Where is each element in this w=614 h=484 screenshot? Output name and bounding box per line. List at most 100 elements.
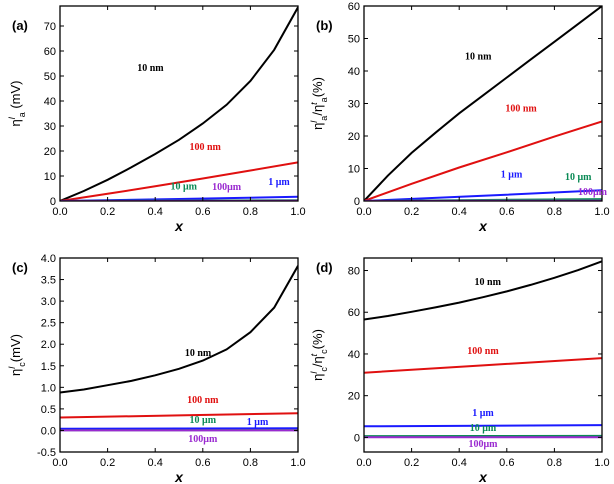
y-tick-label: 40 bbox=[44, 96, 56, 108]
series-annotation: 100 nm bbox=[467, 346, 499, 357]
x-tick-label: 0.0 bbox=[52, 206, 67, 218]
y-tick-label: 0.5 bbox=[41, 404, 56, 416]
y-tick-label: 2.0 bbox=[41, 339, 56, 351]
panel-d: 0.0 0.2 0.4 0.6 0.8 1.0 0 20 40 60 80 10 nm 100 nm 1 … bbox=[309, 257, 610, 484]
y-tick-label: 60 bbox=[44, 46, 56, 58]
series-annotation: 100μm bbox=[212, 182, 242, 193]
x-axis-label: x bbox=[174, 218, 184, 234]
y-tick-label: 3.0 bbox=[41, 296, 56, 308]
y-tick-label: 3.5 bbox=[41, 275, 56, 287]
y-tick-label: 10 bbox=[44, 171, 56, 183]
y-tick-label: -0.5 bbox=[37, 447, 56, 459]
plot-frame bbox=[59, 257, 299, 453]
x-tick-label: 0.2 bbox=[100, 457, 115, 469]
x-tick-label: 0.4 bbox=[452, 457, 467, 469]
y-axis-label: ηlc/ηtc(%) bbox=[309, 329, 329, 381]
y-tick-label: 20 bbox=[348, 131, 360, 143]
x-tick-label: 0.8 bbox=[547, 457, 562, 469]
series-annotation: 100μm bbox=[469, 439, 499, 450]
y-tick-label: 0 bbox=[50, 196, 56, 208]
panel-label: (b) bbox=[316, 18, 333, 33]
series-line-10nm bbox=[60, 6, 298, 201]
y-tick-label: 70 bbox=[44, 21, 56, 33]
x-tick-label: 0.6 bbox=[499, 457, 514, 469]
x-axis-label: x bbox=[174, 469, 184, 484]
series-annotation: 100 nm bbox=[189, 142, 221, 153]
x-tick-label: 1.0 bbox=[594, 457, 609, 469]
series-line-1um bbox=[364, 189, 602, 201]
y-tick-label: 4.0 bbox=[41, 253, 56, 265]
x-tick-label: 0.6 bbox=[195, 206, 210, 218]
y-tick-label: 80 bbox=[348, 266, 360, 278]
y-tick-label: 40 bbox=[348, 66, 360, 78]
series-annotation: 10 nm bbox=[137, 63, 164, 74]
x-axis-label: x bbox=[478, 469, 488, 484]
panel-label: (a) bbox=[12, 18, 28, 33]
series-line-100nm bbox=[60, 412, 298, 419]
x-tick-label: 0.2 bbox=[404, 457, 419, 469]
y-tick-label: 30 bbox=[44, 121, 56, 133]
series-annotation: 10 μm bbox=[171, 181, 198, 192]
y-axis-label: ηlc(mV) bbox=[7, 334, 27, 376]
x-tick-label: 0.8 bbox=[547, 206, 562, 218]
y-tick-label: 0 bbox=[354, 196, 360, 208]
y-tick-label: 50 bbox=[348, 34, 360, 46]
series-annotation: 10 μm bbox=[190, 415, 217, 426]
y-tick-label: 0.0 bbox=[41, 425, 56, 437]
x-tick-label: 0.6 bbox=[195, 457, 210, 469]
y-tick-label: 20 bbox=[44, 146, 56, 158]
panel-label: (c) bbox=[12, 260, 28, 275]
y-tick-label: 1.5 bbox=[41, 361, 56, 373]
y-tick-label: 20 bbox=[348, 391, 360, 403]
panel-c: 0.0 0.2 0.4 0.6 0.8 1.0-0.50.00.51.01.52.02.5… bbox=[7, 253, 306, 484]
x-tick-label: 1.0 bbox=[290, 457, 305, 469]
x-tick-label: 0.4 bbox=[452, 206, 467, 218]
panel-label: (d) bbox=[316, 260, 333, 275]
y-axis-label: ηla (mV) bbox=[7, 80, 27, 126]
series-annotation: 10 nm bbox=[465, 52, 492, 63]
series-annotation: 10 μm bbox=[565, 172, 592, 183]
series-annotation: 10 nm bbox=[475, 277, 502, 288]
series-line-1um bbox=[364, 424, 602, 428]
panel-b: 0.0 0.2 0.4 0.6 0.8 1.0 0 10 20 30 40 50 60 10 nm 100 … bbox=[309, 1, 610, 234]
x-tick-label: 0.2 bbox=[404, 206, 419, 218]
series-annotation: 100 nm bbox=[505, 104, 537, 115]
x-tick-label: 1.0 bbox=[594, 206, 609, 218]
series-annotation: 100μm bbox=[578, 187, 608, 198]
panel-a: 0.0 0.2 0.4 0.6 0.8 1.0 0 10 20 30 40 50 60 70 10 nm 10… bbox=[7, 5, 306, 234]
x-tick-label: 0.0 bbox=[356, 206, 371, 218]
x-tick-label: 0.4 bbox=[148, 206, 163, 218]
x-tick-label: 0.4 bbox=[148, 457, 163, 469]
plot-frame bbox=[59, 5, 299, 202]
x-tick-label: 0.2 bbox=[100, 206, 115, 218]
series-annotation: 100 nm bbox=[187, 395, 219, 406]
series-line-100nm bbox=[364, 120, 602, 201]
series-annotation: 1 μm bbox=[268, 177, 290, 188]
plot-frame bbox=[363, 257, 603, 453]
x-tick-label: 1.0 bbox=[290, 206, 305, 218]
x-axis-label: x bbox=[478, 218, 488, 234]
series-line-10nm bbox=[60, 265, 298, 394]
x-tick-label: 0.6 bbox=[499, 206, 514, 218]
x-tick-label: 0.0 bbox=[52, 457, 67, 469]
series-annotation: 1 μm bbox=[247, 417, 269, 428]
y-tick-label: 40 bbox=[348, 349, 360, 361]
y-tick-label: 50 bbox=[44, 71, 56, 83]
series-line-10nm bbox=[364, 6, 602, 201]
x-tick-label: 0.8 bbox=[243, 206, 258, 218]
x-tick-label: 0.0 bbox=[356, 457, 371, 469]
series-line-100nm bbox=[364, 357, 602, 374]
series-line-10nm bbox=[364, 260, 602, 321]
y-tick-label: 30 bbox=[348, 99, 360, 111]
y-tick-label: 60 bbox=[348, 1, 360, 13]
y-tick-label: 0 bbox=[354, 432, 360, 444]
y-tick-label: 10 bbox=[348, 164, 360, 176]
series-annotation: 10 μm bbox=[470, 423, 497, 434]
series-annotation: 1 μm bbox=[501, 170, 523, 181]
y-axis-label: ηla/ηta(%) bbox=[309, 77, 329, 130]
series-line-100nm bbox=[60, 161, 298, 201]
series-annotation: 1 μm bbox=[472, 408, 494, 419]
series-annotation: 100μm bbox=[188, 434, 218, 445]
series-annotation: 10 nm bbox=[185, 348, 212, 359]
